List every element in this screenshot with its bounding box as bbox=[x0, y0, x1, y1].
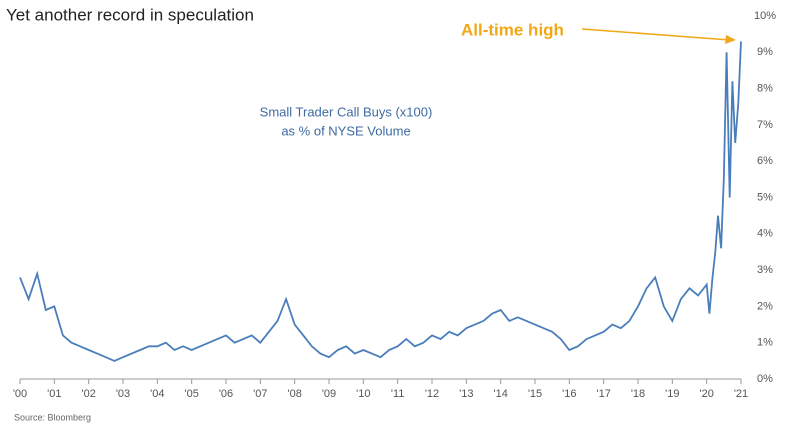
x-tick-label: '20 bbox=[699, 388, 713, 400]
arrow bbox=[581, 28, 731, 41]
x-tick-label: '08 bbox=[287, 388, 301, 400]
annotation: as % of NYSE Volume bbox=[281, 123, 410, 138]
x-tick-label: '03 bbox=[116, 388, 130, 400]
y-tick-label: 8% bbox=[757, 83, 773, 95]
annotation: All-time high bbox=[461, 20, 564, 39]
y-tick-label: 1% bbox=[757, 337, 773, 349]
x-tick-label: '18 bbox=[631, 388, 645, 400]
x-tick-label: '04 bbox=[150, 388, 164, 400]
x-tick-label: '01 bbox=[47, 388, 61, 400]
chart-title: Yet another record in speculation bbox=[6, 5, 254, 24]
x-tick-label: '11 bbox=[391, 388, 405, 400]
y-tick-label: 6% bbox=[757, 155, 773, 167]
source: Source: Bloomberg bbox=[14, 412, 91, 422]
y-tick-label: 5% bbox=[757, 191, 773, 203]
x-tick-label: '17 bbox=[596, 388, 610, 400]
x-tick-label: '16 bbox=[562, 388, 576, 400]
x-tick-label: '07 bbox=[253, 388, 267, 400]
x-tick-label: '21 bbox=[734, 388, 748, 400]
x-tick-label: '06 bbox=[219, 388, 233, 400]
x-tick-label: '12 bbox=[425, 388, 439, 400]
x-tick-label: '10 bbox=[356, 388, 370, 400]
x-tick-label: '13 bbox=[459, 388, 473, 400]
annotation: Small Trader Call Buys (x100) bbox=[260, 104, 433, 119]
y-tick-label: 4% bbox=[757, 228, 773, 240]
arrow-head bbox=[725, 35, 736, 44]
x-tick-label: '02 bbox=[81, 388, 95, 400]
y-tick-label: 10% bbox=[754, 10, 776, 22]
y-tick-label: 0% bbox=[757, 373, 773, 385]
line-series bbox=[19, 41, 742, 362]
x-tick-label: '19 bbox=[665, 388, 679, 400]
x-tick-label: '00 bbox=[13, 388, 27, 400]
x-tick-label: '09 bbox=[322, 388, 336, 400]
y-tick-label: 9% bbox=[757, 46, 773, 58]
y-tick-label: 2% bbox=[757, 300, 773, 312]
x-tick-label: '14 bbox=[493, 388, 507, 400]
y-tick-label: 7% bbox=[757, 119, 773, 131]
x-tick-label: '05 bbox=[184, 388, 198, 400]
x-tick-label: '15 bbox=[528, 388, 542, 400]
y-tick-label: 3% bbox=[757, 264, 773, 276]
